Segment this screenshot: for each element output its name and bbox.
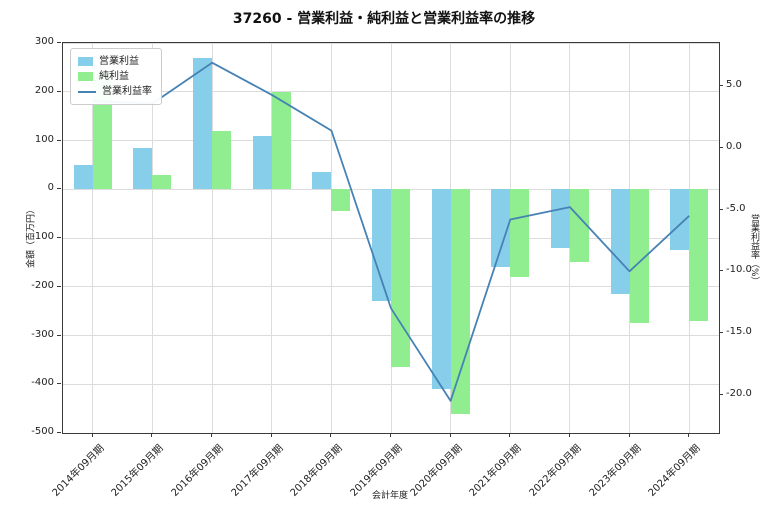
gridline-vertical (151, 43, 153, 433)
left-y-tick-label: -200 (31, 279, 54, 291)
right-y-tick-label: -5.0 (726, 202, 746, 214)
x-tick-mark (628, 433, 630, 437)
x-tick-mark (568, 433, 570, 437)
legend-item-operating-profit: 営業利益 (78, 54, 152, 69)
right-tick-mark (719, 208, 723, 210)
bar-operating-profit (372, 189, 391, 302)
right-y-tick-label: 5.0 (726, 79, 742, 91)
bar-net-profit (630, 189, 649, 324)
gridline-vertical (330, 43, 332, 433)
x-tick-mark (211, 433, 213, 437)
legend-item-net-profit: 純利益 (78, 69, 152, 84)
operating-margin-line (92, 61, 690, 402)
legend-line-operating-margin (78, 90, 96, 93)
left-y-tick-label: -100 (31, 231, 54, 242)
gridline-vertical (92, 43, 94, 433)
bar-net-profit (272, 91, 291, 190)
x-tick-mark (449, 433, 451, 437)
bar-operating-profit (312, 172, 331, 190)
bar-net-profit (152, 174, 171, 190)
legend-item-operating-margin: 営業利益率 (78, 84, 152, 99)
left-tick-mark (57, 432, 61, 433)
left-y-tick-label: 200 (34, 84, 54, 96)
right-tick-mark (719, 393, 723, 395)
right-tick-mark (719, 332, 723, 334)
left-tick-mark (57, 237, 61, 238)
right-y-tick-label: -20.0 (726, 387, 752, 399)
bar-net-profit (570, 189, 589, 263)
left-y-tick-label: 100 (34, 133, 54, 145)
plot-area (62, 42, 720, 434)
left-tick-mark (57, 383, 61, 385)
left-y-tick-label: 300 (34, 36, 54, 47)
bar-operating-profit (74, 164, 93, 190)
legend-label-net-profit: 純利益 (99, 71, 129, 82)
x-tick-mark (270, 433, 272, 437)
bar-net-profit (689, 189, 708, 321)
bar-net-profit (212, 130, 231, 190)
gridline-vertical (271, 43, 273, 433)
bar-operating-profit (670, 189, 689, 251)
x-tick-mark (91, 433, 93, 437)
x-tick-mark (330, 433, 332, 437)
right-y-tick-label: 0.0 (726, 140, 742, 152)
left-y-tick-label: -400 (31, 377, 54, 389)
left-y-tick-label: -500 (31, 426, 54, 437)
left-y-tick-label: 0 (47, 182, 54, 194)
left-tick-mark (57, 188, 61, 190)
bar-net-profit (331, 189, 350, 212)
left-y-tick-label: -300 (31, 328, 54, 340)
right-y-tick-label: -15.0 (726, 326, 752, 338)
x-tick-mark (688, 433, 690, 437)
x-tick-mark (390, 433, 391, 437)
legend-label-operating-profit: 営業利益 (99, 56, 139, 67)
bar-operating-profit (491, 189, 510, 268)
left-tick-mark (57, 285, 61, 287)
legend-swatch-operating-profit (78, 57, 93, 66)
gridline-vertical (211, 43, 213, 433)
right-y-tick-label: -10.0 (726, 264, 752, 276)
left-tick-mark (57, 334, 61, 336)
bar-operating-profit (193, 57, 212, 190)
legend-label-operating-margin: 営業利益率 (102, 86, 152, 97)
bar-net-profit (391, 189, 410, 368)
x-tick-mark (509, 433, 511, 437)
x-axis-label: 会計年度 (371, 491, 408, 501)
right-y-axis-label: 営業利益率（%） (749, 214, 759, 286)
legend: 営業利益 純利益 営業利益率 (70, 48, 162, 105)
x-tick-mark (151, 433, 153, 437)
left-tick-mark (57, 42, 61, 43)
left-tick-mark (57, 90, 61, 92)
right-tick-mark (719, 270, 723, 272)
bar-operating-profit (551, 189, 570, 248)
chart-title: 37260 - 営業利益・純利益と営業利益率の推移 (232, 11, 536, 27)
bar-operating-profit (432, 189, 451, 390)
right-tick-mark (719, 146, 723, 148)
bar-operating-profit (253, 135, 272, 190)
left-tick-mark (57, 139, 61, 141)
bar-operating-profit (133, 147, 152, 190)
bar-net-profit (510, 189, 529, 277)
right-tick-mark (719, 85, 723, 87)
legend-swatch-net-profit (78, 72, 93, 81)
